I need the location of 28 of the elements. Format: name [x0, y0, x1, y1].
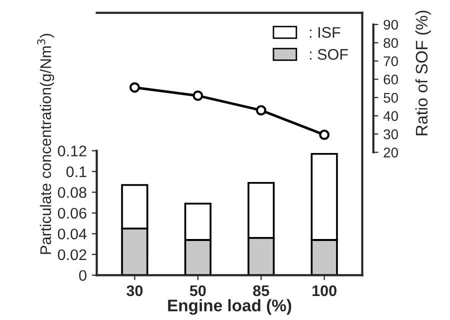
x-tick-label: 50: [190, 285, 206, 296]
y2-tick-label: 90: [384, 20, 398, 30]
y2-tick-label: 30: [384, 129, 398, 140]
point: [319, 130, 330, 140]
x-tick-label: 30: [126, 285, 143, 296]
y-tick-label: 0.1: [66, 166, 86, 178]
legend-label: : SOF: [310, 48, 348, 60]
y-tick-label: 0.04: [58, 228, 87, 240]
point: [192, 90, 204, 101]
x-tick-label: 85: [253, 285, 270, 296]
y2-tick-label: 40: [383, 111, 398, 121]
point: [129, 82, 140, 93]
x-axis-title: Engine load (%): [168, 299, 292, 315]
y-axis-title: Particulate concentration(g/Nm$^{3}$): [37, 34, 54, 254]
y2-tick-label: 80: [384, 38, 398, 48]
y2-tick-label: 20: [384, 148, 398, 158]
x-tick-label: 100: [312, 285, 336, 296]
y2-tick-label: 70: [384, 56, 398, 66]
y2-axis-title: Ratio of SOF (%): [415, 10, 431, 136]
y-tick-label: 0: [79, 270, 86, 281]
y2-tick-label: 50: [384, 92, 398, 103]
point: [256, 105, 266, 116]
y-tick-label: 0.02: [58, 249, 86, 260]
y-tick-label: 0.06: [58, 208, 86, 219]
y-tick-label: 0.08: [58, 187, 86, 198]
legend-label: : ISF: [310, 27, 340, 38]
y2-tick-label: 60: [384, 74, 398, 84]
y-tick-label: 0.12: [58, 146, 86, 156]
